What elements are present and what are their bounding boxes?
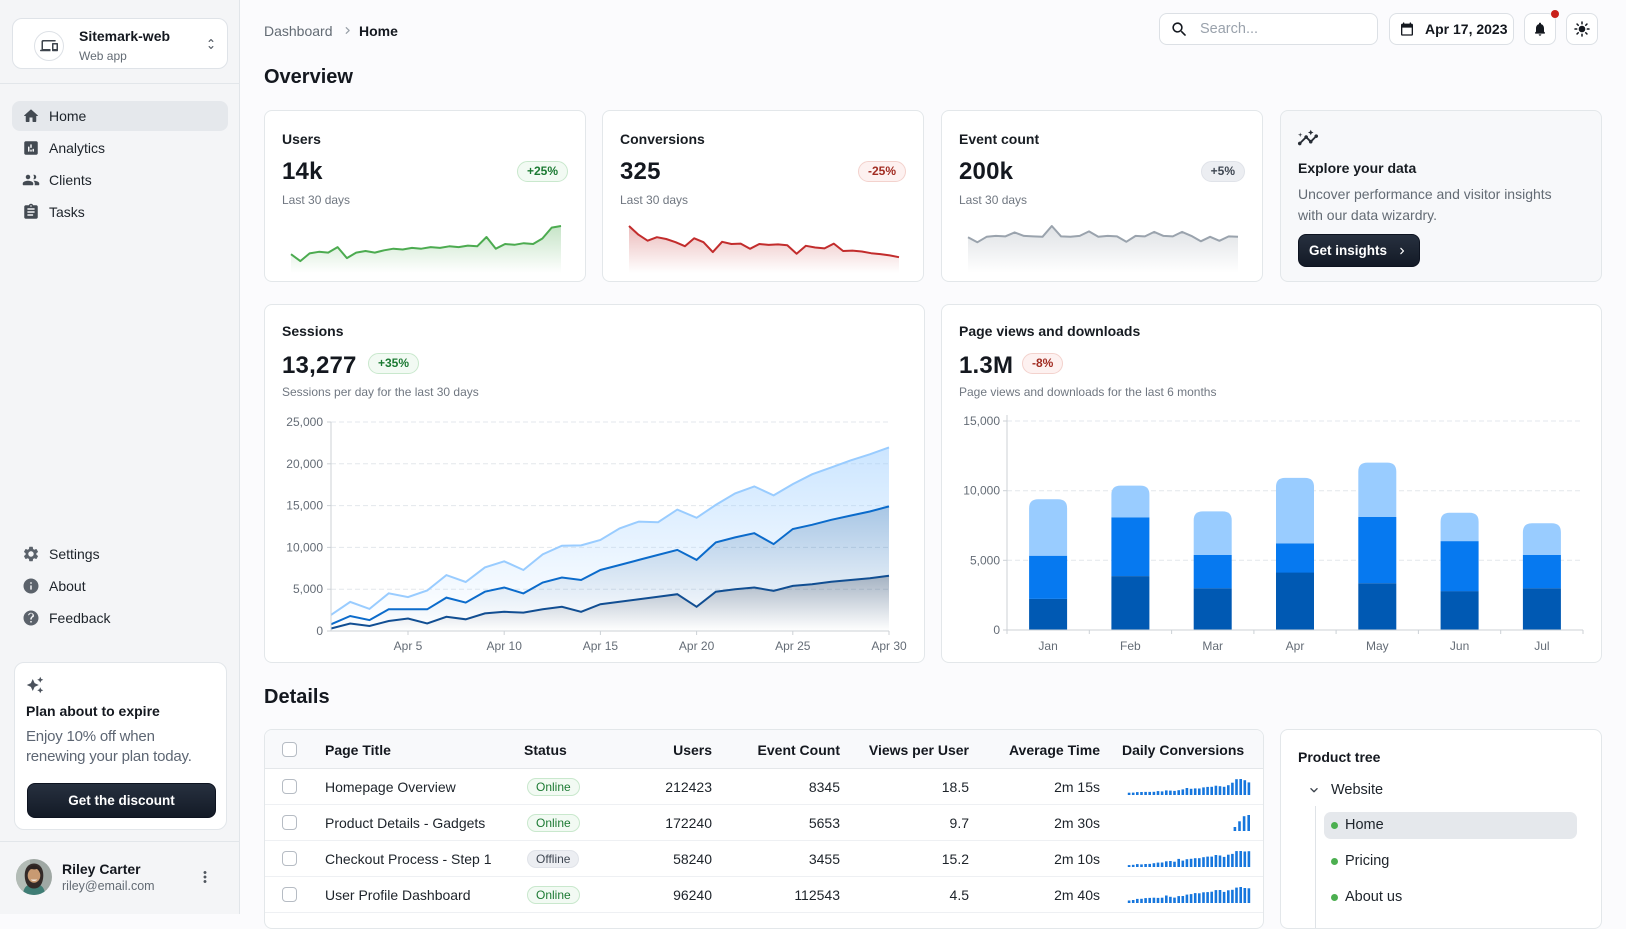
- svg-text:May: May: [1366, 639, 1389, 653]
- svg-text:10,000: 10,000: [963, 484, 1000, 498]
- svg-text:Feb: Feb: [1120, 639, 1141, 653]
- svg-text:Apr 30: Apr 30: [871, 639, 907, 653]
- svg-text:Jan: Jan: [1038, 639, 1057, 653]
- svg-text:Apr 20: Apr 20: [679, 639, 715, 653]
- svg-text:Jun: Jun: [1450, 639, 1469, 653]
- svg-text:5,000: 5,000: [293, 582, 323, 596]
- svg-text:Jul: Jul: [1534, 639, 1549, 653]
- svg-text:Apr 25: Apr 25: [775, 639, 811, 653]
- svg-text:5,000: 5,000: [970, 553, 1000, 567]
- svg-text:0: 0: [993, 623, 1000, 637]
- svg-text:0: 0: [316, 624, 323, 638]
- svg-text:Mar: Mar: [1202, 639, 1223, 653]
- svg-text:20,000: 20,000: [286, 457, 323, 471]
- svg-text:Apr: Apr: [1286, 639, 1305, 653]
- svg-text:15,000: 15,000: [286, 499, 323, 513]
- svg-text:10,000: 10,000: [286, 540, 323, 554]
- svg-text:Apr 10: Apr 10: [487, 639, 523, 653]
- svg-text:Apr 15: Apr 15: [583, 639, 619, 653]
- svg-text:Apr 5: Apr 5: [394, 639, 423, 653]
- svg-text:25,000: 25,000: [286, 415, 323, 429]
- svg-text:15,000: 15,000: [963, 414, 1000, 428]
